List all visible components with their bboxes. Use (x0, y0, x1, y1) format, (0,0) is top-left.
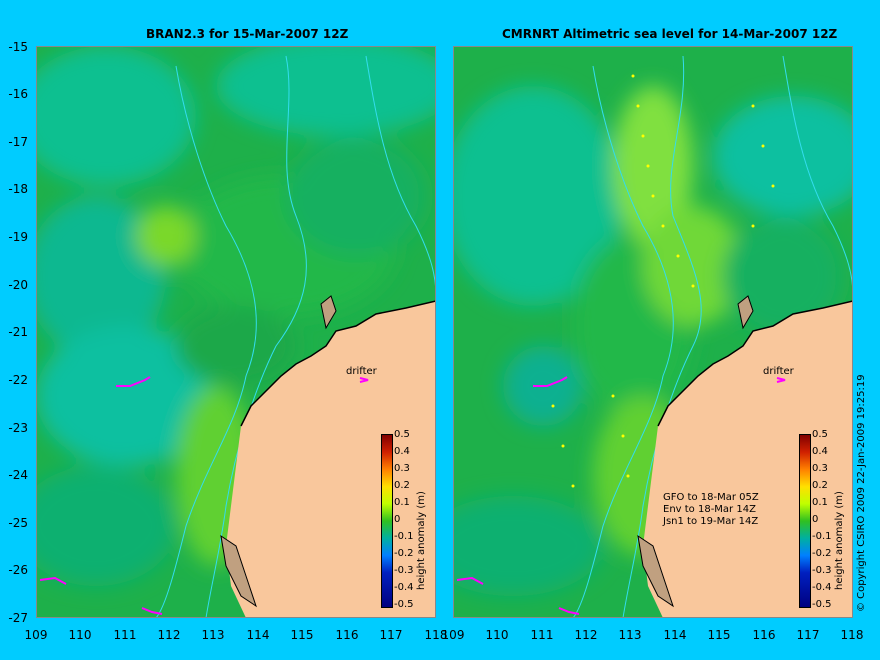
x-tick: 115 (290, 628, 314, 642)
x-tick: 117 (796, 628, 820, 642)
colorbar-tick: -0.2 (394, 548, 414, 559)
drifter-arrow-right (776, 377, 786, 383)
bay-feature (220, 534, 257, 608)
panel-frame (453, 46, 853, 618)
right-map-panel (453, 46, 853, 618)
colorbar-tick: 0 (394, 514, 401, 525)
coastline (657, 300, 853, 427)
bathymetry-contours (155, 55, 436, 618)
right-map-svg (453, 46, 853, 618)
x-tick: 116 (752, 628, 776, 642)
drifter-label-right: drifter (763, 366, 794, 377)
x-tick: 116 (335, 628, 359, 642)
panel-frame (36, 46, 436, 618)
y-tick: -27 (8, 611, 28, 625)
drifter-track (533, 376, 568, 387)
colorbar-gradient (799, 434, 811, 608)
bathymetry-contours (572, 55, 853, 618)
colorbar-tick: 0.5 (394, 429, 410, 440)
x-tick: 118 (424, 628, 448, 642)
x-tick: 114 (663, 628, 687, 642)
drifter-track (116, 376, 151, 387)
drifter-arrow-left (359, 377, 369, 383)
drifter-label-left: drifter (346, 366, 377, 377)
colorbar-tick: -0.4 (812, 582, 832, 593)
right-panel-title: CMRNRT Altimetric sea level for 14-Mar-2… (502, 27, 838, 41)
y-tick: -17 (8, 135, 28, 149)
x-tick: 109 (441, 628, 465, 642)
y-tick: -22 (8, 373, 28, 387)
y-tick: -24 (8, 468, 28, 482)
anomaly-field (36, 46, 436, 586)
colorbar-tick: 0.1 (812, 497, 828, 508)
y-tick: -16 (8, 87, 28, 101)
island (737, 295, 754, 330)
coastline (240, 300, 436, 427)
bay-feature (637, 534, 674, 608)
colorbar-label: height anomaly (m) (416, 491, 427, 590)
y-tick: -25 (8, 516, 28, 530)
colorbar-tick: -0.1 (812, 531, 832, 542)
x-tick: 111 (530, 628, 554, 642)
colorbar-tick: 0.5 (812, 429, 828, 440)
colorbar-tick: 0 (812, 514, 819, 525)
x-tick: 118 (840, 628, 864, 642)
copyright-text: © Copyright CSIRO 2009 22-Jan-2009 19:25… (856, 374, 867, 612)
y-tick: -19 (8, 230, 28, 244)
colorbar-tick: -0.4 (394, 582, 414, 593)
y-tick: -18 (8, 182, 28, 196)
colorbar-tick: 0.2 (394, 480, 410, 491)
colorbar-tick: -0.2 (812, 548, 832, 559)
altimeter-legend: GFO to 18-Mar 05Z Env to 18-Mar 14Z Jsn1… (663, 492, 759, 528)
altimeter-track-points (551, 74, 775, 488)
x-tick: 115 (707, 628, 731, 642)
colorbar-tick: -0.5 (394, 599, 414, 610)
y-tick: -21 (8, 325, 28, 339)
colorbar-tick: -0.5 (812, 599, 832, 610)
colorbar-tick: 0.3 (394, 463, 410, 474)
colorbar-label: height anomaly (m) (834, 491, 845, 590)
drifter-track (456, 576, 484, 585)
anomaly-field (453, 86, 853, 596)
x-tick: 113 (618, 628, 642, 642)
y-tick: -23 (8, 421, 28, 435)
x-tick: 112 (574, 628, 598, 642)
colorbar-tick: 0.1 (394, 497, 410, 508)
colorbar-tick: -0.1 (394, 531, 414, 542)
left-map-svg (36, 46, 436, 618)
x-tick: 109 (24, 628, 48, 642)
colorbar-tick: -0.3 (394, 565, 414, 576)
colorbar-tick: 0.4 (394, 446, 410, 457)
legend-line: GFO to 18-Mar 05Z (663, 492, 759, 503)
colorbar-tick: 0.4 (812, 446, 828, 457)
y-tick: -15 (8, 40, 28, 54)
x-tick: 112 (157, 628, 181, 642)
colorbar-tick: 0.2 (812, 480, 828, 491)
y-tick: -26 (8, 563, 28, 577)
island (320, 295, 337, 330)
left-panel-title: BRAN2.3 for 15-Mar-2007 12Z (146, 27, 349, 41)
legend-line: Jsn1 to 19-Mar 14Z (663, 516, 759, 527)
x-tick: 113 (201, 628, 225, 642)
x-tick: 110 (68, 628, 92, 642)
x-tick: 117 (379, 628, 403, 642)
x-tick: 110 (485, 628, 509, 642)
y-tick: -20 (8, 278, 28, 292)
left-map-panel (36, 46, 436, 618)
drifter-track (39, 576, 67, 585)
colorbar-tick: -0.3 (812, 565, 832, 576)
drifter-track (558, 607, 580, 615)
x-tick: 114 (246, 628, 270, 642)
colorbar-tick: 0.3 (812, 463, 828, 474)
colorbar-gradient (381, 434, 393, 608)
drifter-track (141, 607, 163, 615)
x-tick: 111 (113, 628, 137, 642)
legend-line: Env to 18-Mar 14Z (663, 504, 756, 515)
